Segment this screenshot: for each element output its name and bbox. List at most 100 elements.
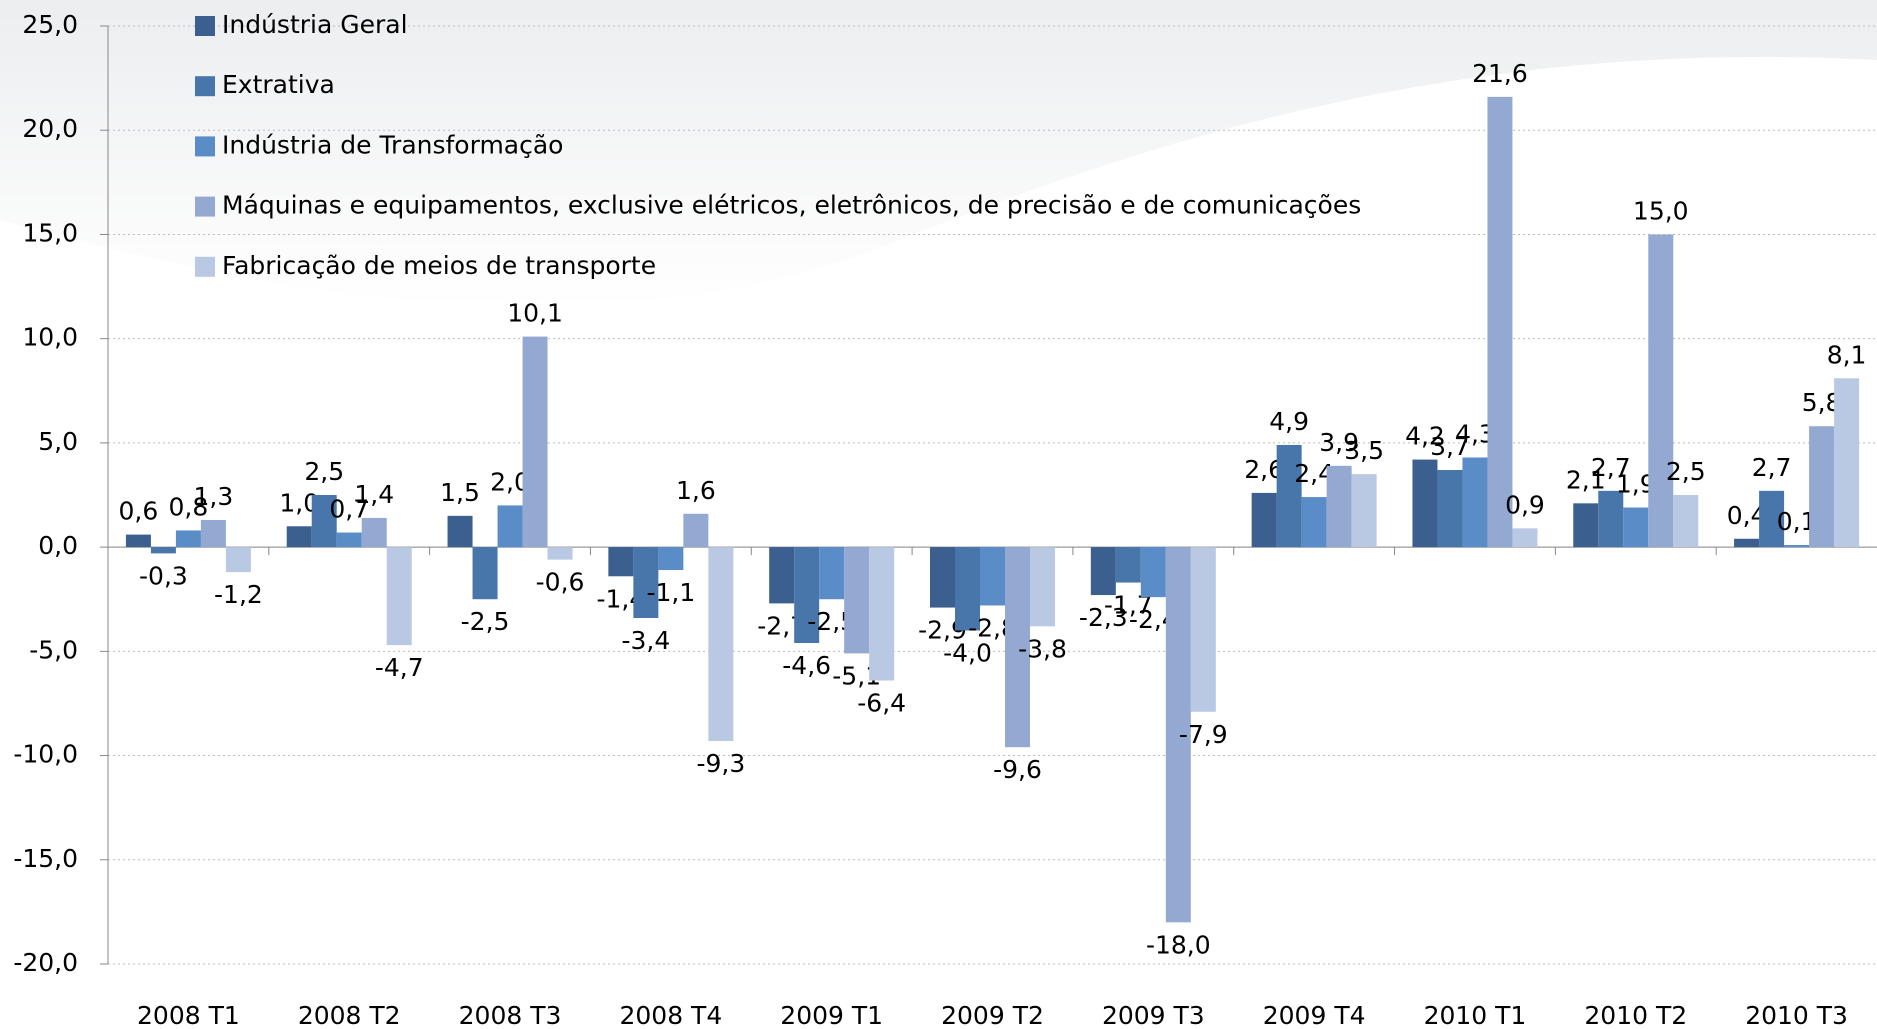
bar bbox=[447, 515, 473, 548]
data-label: 1,3 bbox=[194, 482, 234, 511]
data-label: 10,1 bbox=[507, 299, 563, 328]
bar bbox=[200, 520, 226, 548]
data-label: -3,8 bbox=[1018, 634, 1067, 663]
x-tick-label: 2008 T3 bbox=[459, 1001, 562, 1029]
x-tick-label: 2009 T3 bbox=[1102, 1001, 1205, 1029]
bar bbox=[1115, 547, 1141, 583]
bar bbox=[1165, 547, 1191, 923]
data-label: 3,9 bbox=[1319, 428, 1359, 457]
bar bbox=[1623, 507, 1649, 548]
y-tick-label: 15,0 bbox=[22, 218, 78, 247]
x-tick-label: 2009 T2 bbox=[941, 1001, 1044, 1029]
legend-label: Máquinas e equipamentos, exclusive elétr… bbox=[222, 191, 1361, 220]
bar bbox=[361, 517, 387, 548]
data-label: 0,8 bbox=[169, 492, 209, 521]
y-tick-label: 5,0 bbox=[38, 427, 78, 456]
data-label: -4,7 bbox=[375, 653, 424, 682]
bar bbox=[225, 547, 251, 573]
bar bbox=[547, 547, 573, 560]
data-label: -9,3 bbox=[696, 749, 745, 778]
data-label: -0,3 bbox=[139, 561, 188, 590]
bar bbox=[175, 530, 201, 548]
data-label: 8,1 bbox=[1827, 340, 1867, 369]
bar bbox=[1140, 547, 1166, 598]
bar bbox=[819, 547, 845, 600]
data-label: -2,5 bbox=[461, 607, 510, 636]
bar bbox=[930, 547, 955, 608]
data-label: 21,6 bbox=[1472, 59, 1528, 88]
data-label: -1,1 bbox=[646, 578, 695, 607]
bar bbox=[769, 547, 795, 604]
data-label: -9,6 bbox=[993, 755, 1042, 784]
bar bbox=[1512, 528, 1538, 548]
bar bbox=[1487, 96, 1513, 548]
data-label: 2,5 bbox=[304, 457, 344, 486]
legend-swatch bbox=[195, 16, 215, 36]
data-label: 3,7 bbox=[1430, 432, 1470, 461]
data-label: -6,4 bbox=[857, 689, 906, 718]
bar bbox=[522, 336, 548, 548]
bar bbox=[1809, 426, 1835, 548]
data-label: -7,9 bbox=[1179, 720, 1228, 749]
data-label: 2,5 bbox=[1666, 457, 1706, 486]
bar bbox=[1437, 469, 1463, 548]
bar bbox=[125, 534, 151, 548]
data-label: 0,9 bbox=[1505, 490, 1545, 519]
bar bbox=[1326, 465, 1352, 548]
y-tick-label: 25,0 bbox=[22, 10, 78, 39]
bar bbox=[1251, 492, 1277, 548]
x-tick-label: 2008 T4 bbox=[619, 1001, 722, 1029]
bar bbox=[1351, 474, 1377, 548]
bar bbox=[1005, 547, 1030, 748]
bar bbox=[1673, 495, 1699, 548]
bar bbox=[980, 547, 1005, 606]
y-tick-label: 20,0 bbox=[22, 114, 78, 143]
bar bbox=[1276, 444, 1302, 548]
bar bbox=[633, 547, 659, 618]
data-label: -4,6 bbox=[782, 651, 831, 680]
bar bbox=[1598, 490, 1624, 548]
bar bbox=[1090, 547, 1116, 596]
bar bbox=[1734, 538, 1760, 548]
legend-label: Indústria de Transformação bbox=[222, 130, 563, 159]
bar bbox=[1784, 545, 1810, 548]
bar bbox=[472, 547, 498, 600]
data-label: -1,2 bbox=[214, 580, 263, 609]
legend-label: Extrativa bbox=[222, 70, 335, 99]
bar bbox=[311, 495, 337, 548]
data-label: -4,0 bbox=[943, 638, 992, 667]
bar bbox=[1412, 459, 1438, 548]
legend-swatch bbox=[195, 256, 215, 277]
bar bbox=[1030, 547, 1055, 627]
bar bbox=[708, 547, 734, 741]
y-tick-label: -5,0 bbox=[29, 635, 78, 664]
data-label: -2,3 bbox=[1079, 603, 1128, 632]
bar bbox=[150, 547, 176, 554]
bar bbox=[1834, 378, 1860, 548]
data-label: 15,0 bbox=[1633, 196, 1689, 225]
data-label: 2,7 bbox=[1591, 453, 1631, 482]
y-tick-label: -15,0 bbox=[13, 844, 78, 873]
bar bbox=[1190, 547, 1216, 712]
x-tick-label: 2010 T2 bbox=[1584, 1001, 1687, 1029]
bar bbox=[1301, 497, 1327, 548]
bar bbox=[658, 547, 684, 571]
bar bbox=[844, 547, 870, 654]
legend-label: Fabricação de meios de transporte bbox=[222, 251, 656, 280]
x-tick-label: 2008 T1 bbox=[137, 1001, 240, 1029]
x-tick-label: 2009 T1 bbox=[780, 1001, 883, 1029]
data-label: 1,4 bbox=[354, 480, 394, 509]
bar bbox=[1759, 490, 1785, 548]
bar bbox=[869, 547, 895, 681]
data-label: 4,9 bbox=[1269, 407, 1309, 436]
x-tick-label: 2010 T1 bbox=[1424, 1001, 1527, 1029]
data-label: 4,2 bbox=[1405, 422, 1445, 451]
data-label: 2,1 bbox=[1566, 465, 1606, 494]
y-tick-label: 10,0 bbox=[22, 323, 78, 352]
x-tick-label: 2009 T4 bbox=[1263, 1001, 1366, 1029]
data-label: -0,6 bbox=[536, 568, 585, 597]
data-label: 2,7 bbox=[1752, 453, 1792, 482]
bar bbox=[286, 526, 312, 548]
bar bbox=[497, 505, 523, 548]
